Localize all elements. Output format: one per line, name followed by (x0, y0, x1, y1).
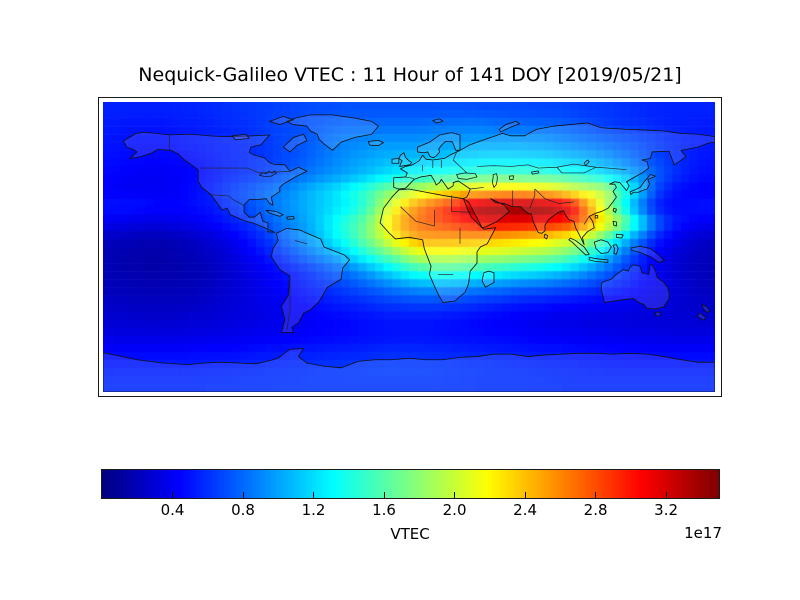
border-venezuela (295, 240, 308, 245)
colorbar-tick (313, 492, 315, 498)
coastline-north-america (122, 131, 308, 233)
border-china-india (534, 188, 574, 204)
coastline-baffin (282, 133, 308, 153)
coastline-cuba (265, 209, 284, 217)
coastline-svalbard (432, 118, 444, 124)
coastline-africa (379, 188, 497, 303)
colorbar (101, 469, 720, 499)
coastline-hispaniola (286, 215, 295, 220)
border-mongolia (556, 166, 597, 174)
colorbar-tick (665, 492, 667, 498)
coastline-sumatra (568, 237, 590, 256)
border-russia-south (476, 163, 627, 170)
vtec-heatmap (103, 102, 715, 392)
colorbar-gradient (102, 470, 719, 498)
coastline-taiwan (612, 207, 617, 213)
colorbar-tick-label: 0.4 (160, 501, 185, 519)
coastline-novaya-zemlya (498, 120, 520, 133)
lake-baikal (583, 159, 590, 167)
border-us-mexico (210, 194, 245, 206)
coastline-uk (398, 152, 412, 167)
coastline-eurasia (393, 122, 715, 245)
border-india-pakistan (529, 189, 536, 209)
coastline-australia (600, 263, 670, 310)
coastline-antarctica (103, 348, 715, 392)
colorbar-tick (595, 492, 597, 498)
coastline-greenland (286, 114, 379, 151)
colorbar-tick (242, 492, 244, 498)
coastline-nz-north (701, 303, 711, 313)
coastline-new-guinea (631, 245, 665, 263)
lake-black-sea (456, 172, 478, 180)
border-algeria-mali (400, 206, 435, 227)
coastline-borneo (593, 239, 612, 254)
colorbar-tick-label: 1.2 (301, 501, 326, 519)
colorbar-tick-label: 2.0 (442, 501, 467, 519)
border-turkey-iraq (470, 187, 484, 190)
colorbar-tick (172, 492, 173, 498)
colorbar-tick-label: 3.2 (654, 501, 679, 519)
colorbar-tick-label: 0.8 (231, 501, 255, 519)
coastline-iceland (367, 139, 384, 146)
coastline-victoria-island (231, 133, 250, 141)
coastline-java (588, 257, 609, 263)
coastline-madagascar (481, 270, 495, 288)
border-spain-france (405, 176, 415, 179)
border-russia-west (452, 151, 468, 174)
coastline-ireland (391, 157, 400, 164)
coastline-luzon (612, 220, 617, 227)
colorbar-tick-label: 2.4 (513, 501, 538, 519)
colorbar-tick (383, 492, 385, 498)
colorbar-tick-label: 2.8 (583, 501, 608, 519)
border-andes (286, 276, 291, 331)
coastline-tasmania (655, 311, 662, 317)
border-egypt-sudan (451, 211, 472, 213)
coastline-scandinavia (417, 132, 461, 158)
border-indochina (583, 216, 590, 225)
colorbar-tick-labels: 0.4 0.8 1.2 1.6 2.0 2.4 2.8 3.2 (102, 501, 719, 521)
colorbar-label: VTEC (390, 525, 430, 543)
lake-balkhash (530, 170, 540, 175)
lake-aral (508, 175, 514, 180)
lake-caspian (491, 173, 498, 189)
coastline-sri-lanka (543, 233, 548, 240)
coastline-ellesmere (269, 116, 294, 125)
world-map-overlay (103, 114, 715, 392)
colorbar-tick (454, 492, 456, 498)
plot-title: Nequick-Galileo VTEC : 11 Hour of 141 DO… (138, 64, 682, 86)
coastline-sulawesi (612, 244, 619, 255)
coastline-south-america (270, 228, 350, 333)
map-axes (98, 97, 722, 397)
coastline-japan (629, 174, 656, 196)
coastline-hainan (594, 215, 599, 219)
colorbar-offset-text: 1e17 (684, 524, 722, 542)
colorbar-tick-label: 1.6 (372, 501, 396, 519)
colorbar-tick (524, 492, 526, 498)
coastline-mindanao (615, 233, 624, 239)
border-us-canada (199, 167, 291, 174)
coastline-nz-south (696, 312, 707, 321)
